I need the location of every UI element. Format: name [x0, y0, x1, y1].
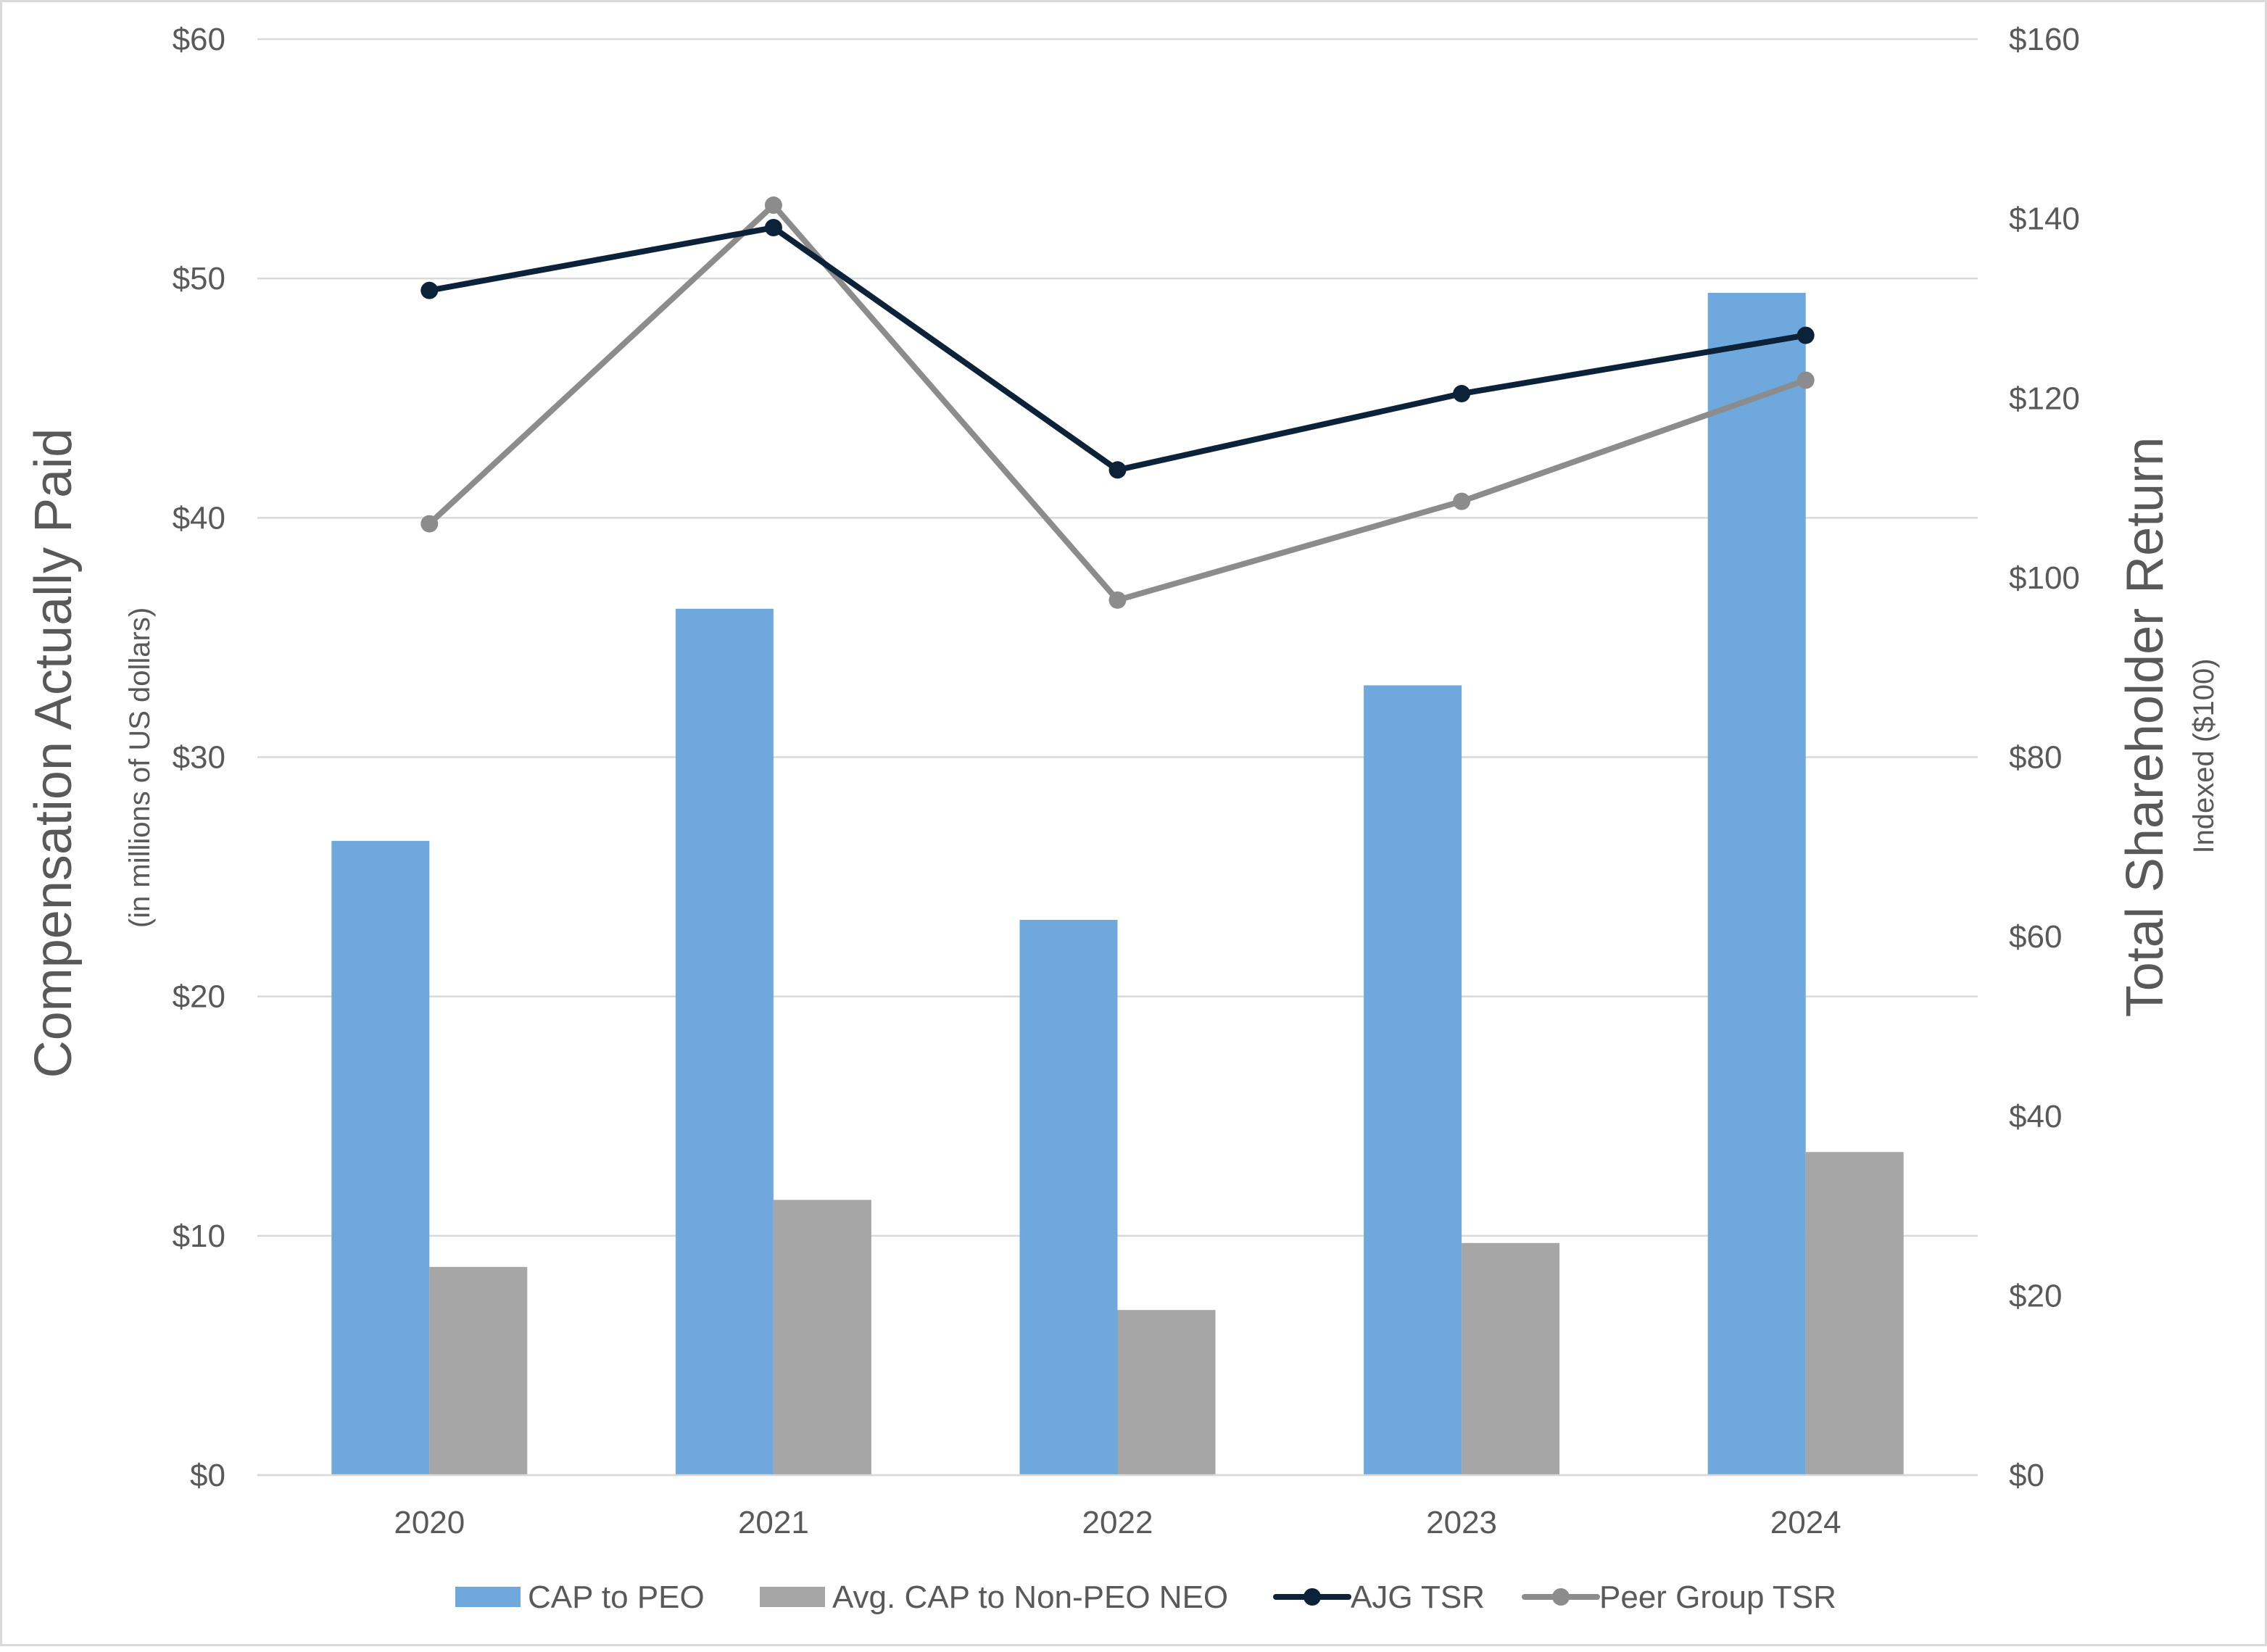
legend-marker: [1304, 1588, 1321, 1606]
left-tick-label: $20: [173, 979, 225, 1015]
right-axis-title: Total Shareholder Return Indexed ($100): [2116, 437, 2220, 1017]
point-peer-group-tsr: [764, 196, 782, 215]
x-tick-label: 2024: [1770, 1505, 1841, 1540]
line-series-group: [420, 196, 1815, 609]
right-tick-label: $0: [2009, 1458, 2044, 1493]
right-axis-title-main: Total Shareholder Return: [2116, 437, 2174, 1017]
left-tick-label: $40: [173, 500, 225, 536]
legend-swatch: [455, 1587, 521, 1607]
x-axis-ticks: 2020 2021 2022 2023 2024: [394, 1505, 1841, 1540]
bar-cap-to-peo: [1019, 920, 1118, 1475]
point-ajg-tsr: [420, 281, 439, 299]
point-ajg-tsr: [1453, 385, 1471, 403]
right-tick-label: $120: [2009, 381, 2080, 416]
bar-avg-cap-non-peo: [1462, 1242, 1560, 1475]
legend-label: CAP to PEO: [528, 1580, 705, 1615]
right-tick-label: $20: [2009, 1278, 2062, 1313]
left-axis-title: Compensation Actually Paid (in millions …: [25, 428, 156, 1079]
bar-avg-cap-non-peo: [429, 1266, 528, 1475]
left-axis-title-main: Compensation Actually Paid: [25, 428, 83, 1079]
x-tick-label: 2022: [1082, 1505, 1153, 1540]
legend-label: Avg. CAP to Non-PEO NEO: [832, 1580, 1228, 1615]
legend-swatch: [760, 1587, 825, 1607]
bar-avg-cap-non-peo: [1805, 1152, 1904, 1475]
x-tick-label: 2021: [738, 1505, 809, 1540]
line-peer-group-tsr: [426, 202, 1809, 603]
bar-avg-cap-non-peo: [1117, 1310, 1216, 1475]
bar-cap-to-peo: [331, 841, 430, 1475]
bar-series-group: [257, 292, 1978, 1477]
right-tick-label: $80: [2009, 740, 2062, 776]
left-axis-title-sub: (in millions of US dollars): [124, 607, 156, 928]
legend-label: AJG TSR: [1351, 1580, 1485, 1615]
left-tick-label: $0: [190, 1458, 225, 1493]
right-tick-label: $160: [2009, 22, 2080, 57]
bar-cap-to-peo: [1364, 685, 1462, 1476]
point-peer-group-tsr: [420, 515, 439, 533]
x-tick-label: 2020: [394, 1505, 465, 1540]
legend-label: Peer Group TSR: [1599, 1580, 1836, 1615]
point-peer-group-tsr: [1453, 492, 1471, 510]
right-axis-ticks: $0 $20 $40 $60 $80 $100 $120 $140 $160: [2009, 22, 2080, 1493]
legend-marker: [1552, 1588, 1570, 1606]
bar-cap-to-peo: [1707, 292, 1806, 1475]
bar-avg-cap-non-peo: [773, 1200, 871, 1475]
point-peer-group-tsr: [1108, 591, 1127, 609]
left-tick-label: $30: [173, 740, 225, 776]
legend: CAP to PEO Avg. CAP to Non-PEO NEO AJG TSR…: [455, 1580, 1836, 1615]
point-ajg-tsr: [1796, 326, 1815, 344]
left-axis-ticks: $0 $10 $20 $30 $40 $50 $60: [173, 22, 225, 1493]
point-peer-group-tsr: [1796, 371, 1815, 389]
legend-item: AJG TSR: [1273, 1580, 1485, 1615]
bar-cap-to-peo: [675, 608, 774, 1476]
left-tick-label: $60: [173, 22, 225, 57]
legend-item: Peer Group TSR: [1522, 1580, 1836, 1615]
point-ajg-tsr: [1108, 461, 1127, 479]
x-tick-label: 2023: [1426, 1505, 1497, 1540]
legend-item: CAP to PEO: [455, 1580, 705, 1615]
legend-item: Avg. CAP to Non-PEO NEO: [760, 1580, 1228, 1615]
right-tick-label: $100: [2009, 560, 2080, 596]
right-tick-label: $60: [2009, 919, 2062, 955]
line-ajg-tsr: [426, 225, 1809, 473]
point-ajg-tsr: [764, 219, 782, 237]
right-tick-label: $140: [2009, 202, 2080, 237]
right-tick-label: $40: [2009, 1099, 2062, 1134]
right-axis-title-sub: Indexed ($100): [2188, 658, 2220, 853]
left-tick-label: $10: [173, 1219, 225, 1254]
left-tick-label: $50: [173, 261, 225, 296]
